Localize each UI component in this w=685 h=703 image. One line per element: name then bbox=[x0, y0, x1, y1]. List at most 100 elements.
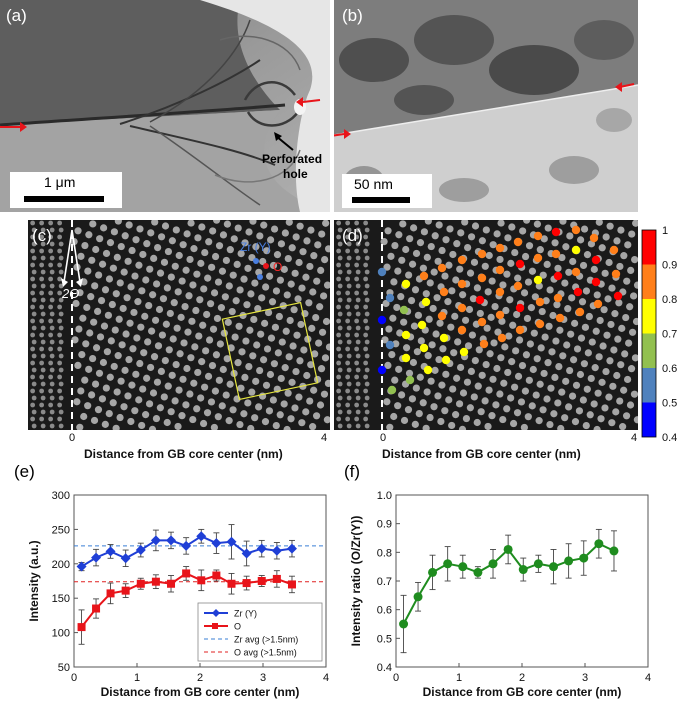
ratio-dot bbox=[439, 333, 449, 343]
panel-a-image bbox=[0, 0, 330, 212]
ratio-dot bbox=[571, 267, 581, 277]
ratio-dot bbox=[495, 265, 505, 275]
data-point bbox=[135, 545, 146, 556]
x-tick-label: 0 bbox=[393, 672, 399, 684]
y-axis-label: Intensity (a.u.) bbox=[27, 540, 41, 621]
ratio-dot bbox=[593, 299, 603, 309]
ratio-dot bbox=[575, 307, 585, 317]
panel-c-tick-4: 4 bbox=[321, 432, 328, 444]
ratio-dot bbox=[423, 365, 433, 375]
ratio-dot bbox=[591, 255, 601, 265]
ratio-dot bbox=[535, 297, 545, 307]
scalebar-a-text: 1 μm bbox=[44, 174, 76, 190]
data-point bbox=[399, 619, 409, 629]
ratio-dot bbox=[387, 385, 397, 395]
ratio-dot bbox=[385, 340, 395, 350]
data-point bbox=[197, 576, 206, 585]
colorbar-frame bbox=[641, 229, 657, 438]
ratio-dot bbox=[533, 275, 543, 285]
ratio-dot bbox=[513, 237, 523, 247]
ratio-dot bbox=[477, 317, 487, 327]
data-point bbox=[549, 562, 558, 572]
panel-d-tick-0: 0 bbox=[380, 432, 387, 444]
data-point bbox=[518, 565, 528, 575]
panel-c-label: (c) bbox=[32, 226, 52, 245]
legend-label: Zr (Y) bbox=[234, 609, 257, 619]
ratio-dots bbox=[377, 225, 623, 395]
data-point bbox=[211, 538, 222, 549]
atom-marker-zr bbox=[253, 258, 259, 264]
panel-d-lattice bbox=[334, 220, 638, 430]
ratio-dot bbox=[535, 319, 545, 329]
x-tick-label: 3 bbox=[582, 672, 588, 684]
ratio-dot bbox=[555, 313, 565, 323]
chart-f-ratio: 0.4 0.5 0.6 0.7 0.8 0.9 1.0 0 1 2 3 4 Distance from … bbox=[349, 490, 651, 699]
lattice-dots bbox=[30, 220, 330, 430]
misorientation-angle-label: 2Θ bbox=[62, 286, 80, 301]
ratio-dot bbox=[611, 269, 621, 279]
data-point bbox=[579, 553, 589, 563]
data-point bbox=[181, 540, 192, 551]
inset-lattice-box bbox=[221, 301, 319, 401]
colorbar: 1 0.9 0.8 0.7 0.6 0.5 0.4 bbox=[641, 225, 677, 442]
y-tick-label: 250 bbox=[52, 524, 70, 536]
ratio-dot bbox=[437, 311, 447, 321]
ratio-dot bbox=[515, 325, 525, 335]
ratio-dot bbox=[571, 225, 581, 235]
data-point bbox=[106, 589, 115, 598]
data-point bbox=[166, 535, 177, 546]
ratio-dot bbox=[513, 281, 523, 291]
ratio-dot bbox=[457, 255, 467, 265]
x-tick-label: 4 bbox=[645, 672, 651, 684]
panel-d-stem-image: (d) bbox=[334, 220, 638, 430]
ratio-dot bbox=[553, 271, 563, 281]
gb-arrow-b-right bbox=[619, 83, 635, 88]
panel-b-micrograph: (b) 50 nm bbox=[334, 0, 638, 212]
data-point bbox=[443, 559, 453, 569]
data-point bbox=[105, 546, 116, 557]
ratio-dot bbox=[401, 279, 411, 289]
ratio-dot bbox=[399, 305, 409, 315]
panel-e-label: (e) bbox=[14, 462, 35, 481]
x-tick-label: 2 bbox=[519, 672, 525, 684]
panel-f-label: (f) bbox=[344, 462, 361, 481]
y-tick-label: 100 bbox=[52, 628, 70, 640]
colorbar-segment bbox=[642, 264, 656, 299]
ratio-dot bbox=[475, 295, 485, 305]
data-point bbox=[91, 552, 102, 563]
ratio-dot bbox=[401, 353, 411, 363]
data-point bbox=[92, 604, 101, 613]
data-point bbox=[120, 553, 131, 564]
ratio-dot bbox=[405, 375, 415, 385]
data-point bbox=[272, 574, 281, 583]
data-point bbox=[271, 545, 282, 556]
panel-a-label: (a) bbox=[6, 6, 27, 25]
y-tick-label: 0.8 bbox=[377, 547, 392, 559]
ratio-dot bbox=[495, 287, 505, 297]
x-axis-label: Distance from GB core center (nm) bbox=[423, 685, 622, 699]
ratio-dot bbox=[477, 249, 487, 259]
data-point bbox=[503, 544, 513, 554]
ratio-dot bbox=[571, 245, 581, 255]
ratio-dot bbox=[591, 277, 601, 287]
atom-marker-zr-2 bbox=[257, 274, 263, 280]
panel-a-micrograph: (a) 1 μm Perforated hole bbox=[0, 0, 330, 212]
panel-c-xlabel: Distance from GB core center (nm) bbox=[84, 447, 283, 461]
y-axis-label: Intensity ratio (O/Zr(Y)) bbox=[349, 516, 363, 647]
data-point bbox=[241, 548, 252, 559]
ratio-dot bbox=[553, 293, 563, 303]
data-point bbox=[167, 579, 176, 588]
data-point bbox=[609, 546, 619, 556]
y-tick-label: 1.0 bbox=[377, 490, 392, 502]
ratio-dot bbox=[419, 271, 429, 281]
ratio-dot bbox=[495, 310, 505, 320]
data-point bbox=[136, 579, 145, 588]
data-point bbox=[458, 562, 468, 572]
colorbar-segment bbox=[642, 299, 656, 334]
data-point bbox=[242, 579, 251, 588]
colorbar-tick: 0.4 bbox=[662, 432, 677, 442]
legend-marker bbox=[212, 609, 220, 617]
legend-label: Zr avg (>1.5nm) bbox=[234, 635, 298, 645]
data-point bbox=[151, 577, 160, 586]
y-tick-label: 50 bbox=[58, 662, 70, 674]
